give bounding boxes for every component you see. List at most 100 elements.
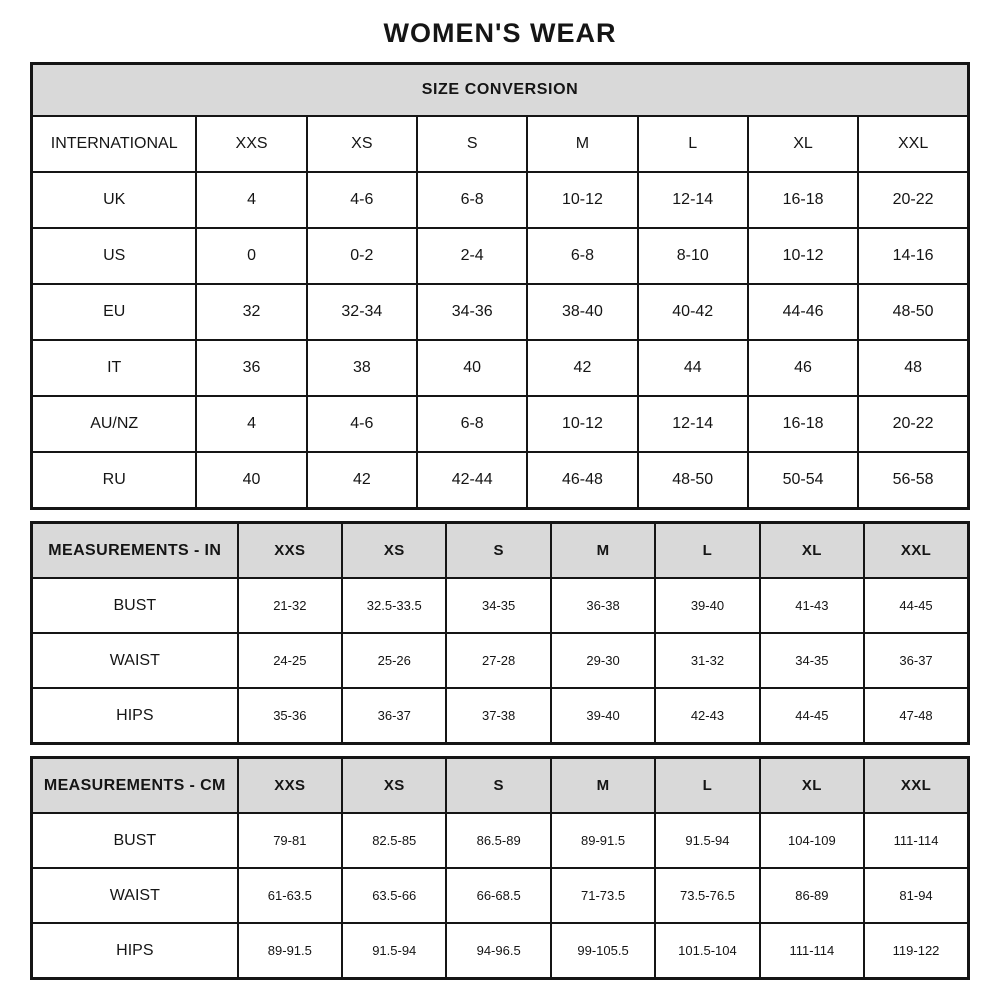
- cell-value: 35-36: [236, 687, 344, 745]
- row-label: HIPS: [30, 687, 239, 745]
- cell-value: 40: [195, 451, 308, 510]
- cell-value: 36-37: [863, 632, 970, 689]
- cell-value: 34-35: [758, 632, 866, 689]
- column-header-size: XL: [758, 521, 866, 579]
- cell-value: 37-38: [445, 687, 552, 745]
- table-row: HIPS 89-91.5 91.5-94 94-96.5 99-105.5 101.5-1…: [30, 922, 970, 980]
- table-row: US 0 0-2 2-4 6-8 8-10 10-12 14-16: [30, 227, 970, 285]
- cell-value: 104-109: [758, 812, 866, 869]
- cell-value: 4-6: [305, 171, 419, 229]
- row-label: WAIST: [30, 867, 239, 924]
- cell-value: 48-50: [636, 451, 749, 510]
- row-label: UK: [30, 171, 198, 229]
- cell-value: 10-12: [526, 171, 639, 229]
- column-header-label: MEASUREMENTS - IN: [30, 521, 239, 579]
- cell-value: 42: [305, 451, 419, 510]
- cell-value: 99-105.5: [549, 922, 657, 980]
- cell-value: 86.5-89: [445, 812, 552, 869]
- cell-value: 111-114: [758, 922, 866, 980]
- cell-value: 24-25: [236, 632, 344, 689]
- column-header-size: M: [549, 521, 657, 579]
- cell-value: 29-30: [549, 632, 657, 689]
- cell-value: 2-4: [415, 227, 529, 285]
- cell-value: 48: [857, 339, 970, 397]
- cell-value: 6-8: [415, 171, 529, 229]
- column-header-label: MEASUREMENTS - CM: [30, 756, 239, 814]
- cell-value: 56-58: [857, 451, 970, 510]
- cell-value: 48-50: [857, 283, 970, 341]
- cell-value: 46-48: [526, 451, 639, 510]
- cell-value: 16-18: [746, 395, 860, 453]
- table-row: EU 32 32-34 34-36 38-40 40-42 44-46 48-50: [30, 283, 970, 341]
- cell-value: 14-16: [857, 227, 970, 285]
- column-header-size: XL: [758, 756, 866, 814]
- size-chart-page: WOMEN'S WEAR SIZE CONVERSION INTERNATIONA…: [30, 0, 970, 980]
- row-label: AU/NZ: [30, 395, 198, 453]
- cell-value: 79-81: [236, 812, 344, 869]
- cell-value: 6-8: [415, 395, 529, 453]
- page-title: WOMEN'S WEAR: [383, 18, 617, 48]
- cell-value: 12-14: [636, 171, 749, 229]
- row-label: RU: [30, 451, 198, 510]
- table-row: BUST 21-32 32.5-33.5 34-35 36-38 39-40 41-43 44…: [30, 577, 970, 634]
- column-header-size: XXS: [236, 756, 344, 814]
- column-header-size: XXS: [236, 521, 344, 579]
- cell-value: 39-40: [654, 577, 761, 634]
- size-conversion-table: SIZE CONVERSION INTERNATIONAL XXS XS S M L XL XX…: [30, 62, 970, 510]
- cell-value: 20-22: [857, 171, 970, 229]
- column-header-size: XS: [341, 521, 448, 579]
- measurements-cm-table: MEASUREMENTS - CM XXS XS S M L XL XXL BUST 79-81 8…: [30, 756, 970, 980]
- column-header-size: M: [526, 115, 639, 173]
- cell-value: 86-89: [758, 867, 866, 924]
- row-label: US: [30, 227, 198, 285]
- row-label: BUST: [30, 577, 239, 634]
- cell-value: 20-22: [857, 395, 970, 453]
- cell-value: 32.5-33.5: [341, 577, 448, 634]
- cell-value: 32: [195, 283, 308, 341]
- cell-value: 89-91.5: [236, 922, 344, 980]
- cell-value: 46: [746, 339, 860, 397]
- column-header-label: INTERNATIONAL: [30, 115, 198, 173]
- cell-value: 4: [195, 395, 308, 453]
- cell-value: 42-44: [415, 451, 529, 510]
- cell-value: 34-35: [445, 577, 552, 634]
- cell-value: 44: [636, 339, 749, 397]
- cell-value: 39-40: [549, 687, 657, 745]
- cell-value: 27-28: [445, 632, 552, 689]
- cell-value: 41-43: [758, 577, 866, 634]
- cell-value: 10-12: [526, 395, 639, 453]
- cell-value: 91.5-94: [654, 812, 761, 869]
- cell-value: 40: [415, 339, 529, 397]
- cell-value: 71-73.5: [549, 867, 657, 924]
- table-row: BUST 79-81 82.5-85 86.5-89 89-91.5 91.5-94 104…: [30, 812, 970, 869]
- column-header-size: L: [636, 115, 749, 173]
- row-label: BUST: [30, 812, 239, 869]
- cell-value: 111-114: [863, 812, 970, 869]
- column-header-size: XXS: [195, 115, 308, 173]
- cell-value: 10-12: [746, 227, 860, 285]
- cell-value: 36-37: [341, 687, 448, 745]
- table-row: RU 40 42 42-44 46-48 48-50 50-54 56-58: [30, 451, 970, 510]
- cell-value: 4: [195, 171, 308, 229]
- row-label: WAIST: [30, 632, 239, 689]
- cell-value: 66-68.5: [445, 867, 552, 924]
- column-header-size: L: [654, 521, 761, 579]
- cell-value: 32-34: [305, 283, 419, 341]
- cell-value: 89-91.5: [549, 812, 657, 869]
- column-header-size: XS: [341, 756, 448, 814]
- column-header-size: L: [654, 756, 761, 814]
- row-label: EU: [30, 283, 198, 341]
- table-row: HIPS 35-36 36-37 37-38 39-40 42-43 44-45 47-48: [30, 687, 970, 745]
- cell-value: 4-6: [305, 395, 419, 453]
- cell-value: 101.5-104: [654, 922, 761, 980]
- cell-value: 119-122: [863, 922, 970, 980]
- cell-value: 44-45: [863, 577, 970, 634]
- cell-value: 44-46: [746, 283, 860, 341]
- cell-value: 38: [305, 339, 419, 397]
- cell-value: 0: [195, 227, 308, 285]
- cell-value: 61-63.5: [236, 867, 344, 924]
- cell-value: 36-38: [549, 577, 657, 634]
- table-row: AU/NZ 4 4-6 6-8 10-12 12-14 16-18 20-22: [30, 395, 970, 453]
- column-header-size: S: [445, 521, 552, 579]
- table-row: WAIST 24-25 25-26 27-28 29-30 31-32 34-35 36-37: [30, 632, 970, 689]
